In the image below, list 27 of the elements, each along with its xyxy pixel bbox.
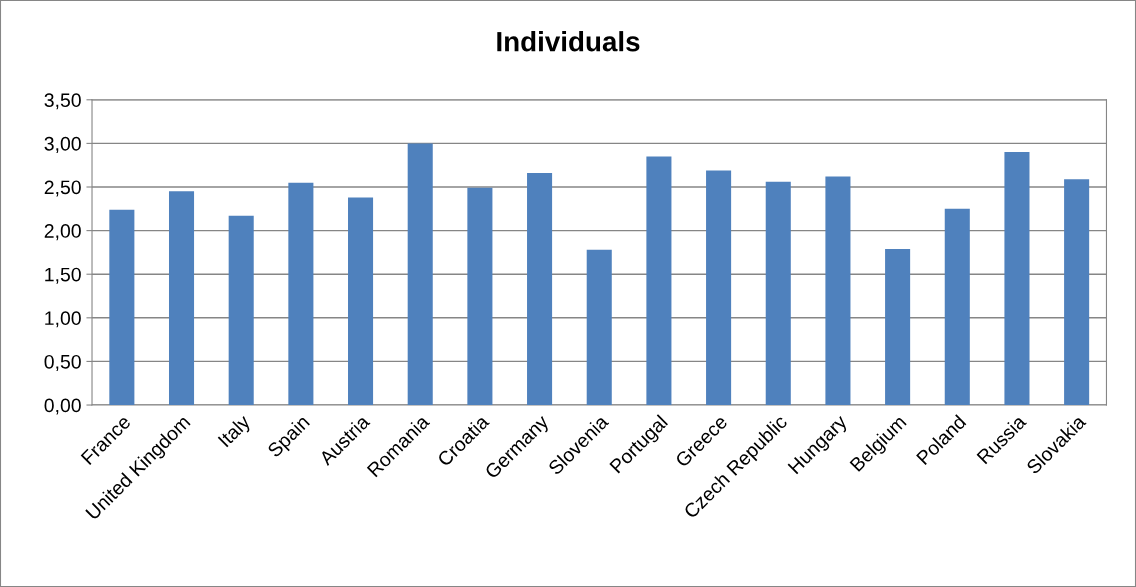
bar	[109, 209, 135, 406]
y-tick-label: 3,00	[44, 136, 81, 153]
bar	[944, 208, 970, 406]
chart-title: Individuals	[497, 31, 640, 52]
bar	[825, 176, 851, 406]
x-tick-label: Italy	[217, 413, 254, 451]
bar	[527, 173, 553, 406]
bar	[288, 182, 314, 406]
y-tick-label: 1,50	[45, 267, 81, 284]
bar	[1064, 179, 1090, 406]
bar	[348, 197, 374, 406]
bar	[1004, 152, 1030, 406]
y-tick-label: 0,00	[44, 398, 81, 415]
bar	[586, 249, 612, 406]
bar	[407, 143, 433, 406]
y-tick-label: 3,50	[44, 93, 81, 110]
bar	[885, 248, 911, 406]
bar	[765, 181, 791, 406]
y-tick-label: 0,50	[44, 354, 81, 371]
bar	[228, 215, 254, 406]
bar	[706, 170, 732, 406]
bar	[467, 187, 493, 406]
bar	[168, 191, 195, 406]
bar	[646, 156, 672, 406]
y-tick-label: 1,00	[45, 311, 81, 328]
y-tick-label: 2,00	[44, 224, 81, 241]
y-tick-label: 2,50	[44, 180, 81, 197]
